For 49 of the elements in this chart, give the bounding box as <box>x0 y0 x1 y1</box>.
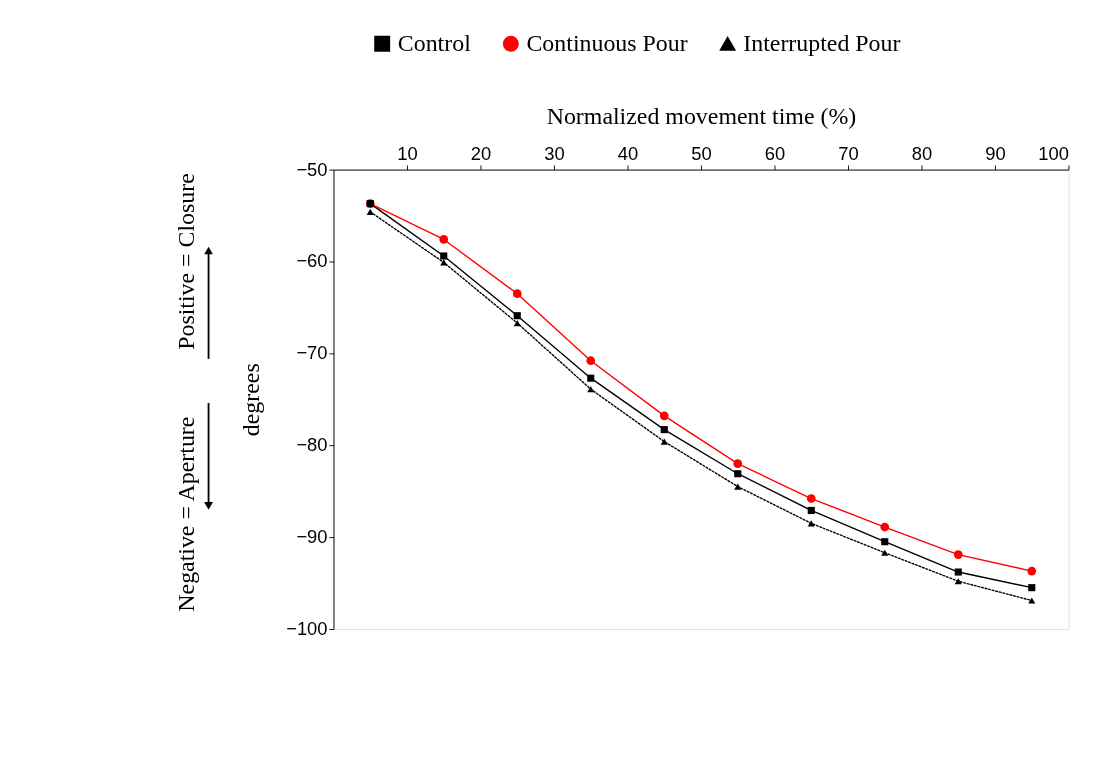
legend-label: Control <box>397 30 472 57</box>
point <box>587 386 595 393</box>
x-tick-label: 30 <box>544 142 565 164</box>
x-tick-label: 80 <box>911 142 933 164</box>
point <box>880 522 890 532</box>
text: Positive = Closure <box>172 173 199 350</box>
x-tick-label: 70 <box>838 142 859 164</box>
point <box>1028 597 1036 604</box>
point <box>366 208 374 215</box>
point <box>513 312 521 320</box>
y-tick-label: −50 <box>296 158 328 180</box>
x-tick-label: 10 <box>397 142 418 164</box>
point <box>806 494 816 503</box>
y-axis-title: degrees <box>237 363 264 437</box>
x-tick-label: 60 <box>764 142 786 164</box>
y-tick-label: −80 <box>296 434 328 456</box>
y-tick-label: −100 <box>286 617 328 639</box>
x-tick-label: 90 <box>985 142 1006 164</box>
point <box>660 438 668 445</box>
point <box>881 538 889 546</box>
point <box>439 235 449 244</box>
x-tick-label: 40 <box>617 142 639 164</box>
point <box>587 374 595 382</box>
point <box>660 426 668 434</box>
point <box>1027 566 1037 576</box>
point <box>953 550 963 559</box>
point <box>734 483 742 490</box>
point <box>734 470 742 478</box>
point <box>733 459 743 468</box>
point <box>881 549 889 556</box>
legend-label: Interrupted Pour <box>743 30 901 57</box>
legend-label: Continuous Pour <box>526 30 688 57</box>
point <box>954 568 962 576</box>
text: Negative = Aperture <box>172 416 199 612</box>
point <box>440 252 448 260</box>
y-tick-label: −90 <box>296 526 328 548</box>
point <box>1028 584 1036 592</box>
point <box>513 319 521 327</box>
x-tick-label: 20 <box>470 142 492 164</box>
point <box>586 356 596 366</box>
y-tick-label: −70 <box>296 342 328 364</box>
point <box>954 578 962 585</box>
point <box>659 411 669 421</box>
x-tick-label: 100 <box>1038 142 1069 164</box>
point <box>807 506 815 515</box>
x-axis-title: Normalized movement time (%) <box>546 103 857 130</box>
x-tick-label: 50 <box>691 142 712 164</box>
y-tick-label: −60 <box>296 250 328 272</box>
point <box>512 289 522 298</box>
